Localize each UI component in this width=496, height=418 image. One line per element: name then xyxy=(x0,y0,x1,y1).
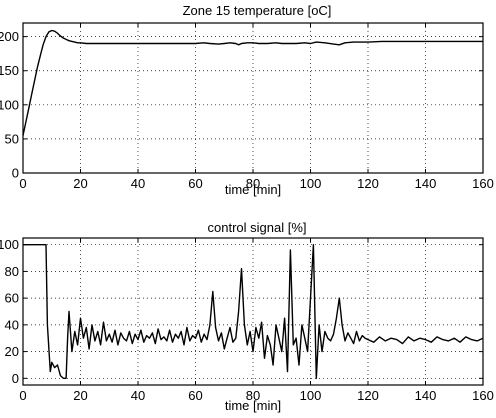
temperature-panel: Zone 15 temperature [oC] 0 20 40 60 80 100 120… xyxy=(0,3,494,197)
control-signal-chart-title: control signal [%] xyxy=(208,220,307,235)
temperature-grid xyxy=(23,23,483,174)
temperature-y-tick-label: 100 xyxy=(0,97,19,112)
control-signal-y-tick-label: 60 xyxy=(5,291,19,306)
temperature-series-line xyxy=(22,29,483,136)
control-signal-x-tick-label: 100 xyxy=(300,388,322,403)
temperature-ticks: 0 20 40 60 80 100 120 140 160 0 50 100 150 200 xyxy=(0,23,494,191)
control-signal-y-tick-label: 20 xyxy=(5,344,19,359)
control-signal-x-tick-label: 140 xyxy=(415,388,437,403)
control-signal-ticks: 0 20 40 60 80 100 120 140 160 0 20 40 60 80 100 xyxy=(0,237,494,403)
temperature-x-tick-label: 20 xyxy=(73,176,87,191)
control-signal-y-tick-label: 40 xyxy=(5,317,19,332)
control-signal-y-tick-label: 100 xyxy=(0,237,19,252)
control-signal-series-line xyxy=(23,243,484,379)
temperature-x-tick-label: 80 xyxy=(246,176,260,191)
control-signal-x-tick-label: 0 xyxy=(19,388,26,403)
temperature-y-tick-label: 0 xyxy=(12,166,19,181)
control-signal-grid xyxy=(23,238,483,385)
control-signal-x-tick-label: 40 xyxy=(131,388,145,403)
temperature-y-tick-label: 200 xyxy=(0,29,19,44)
control-signal-x-tick-label: 60 xyxy=(188,388,202,403)
temperature-x-tick-label: 100 xyxy=(300,176,322,191)
temperature-x-tick-label: 60 xyxy=(188,176,202,191)
temperature-y-tick-label: 150 xyxy=(0,63,19,78)
control-signal-y-tick-label: 80 xyxy=(5,264,19,279)
temperature-x-tick-label: 0 xyxy=(19,176,26,191)
control-signal-x-tick-label: 80 xyxy=(246,388,260,403)
control-signal-panel: control signal [%] 0 20 40 60 80 100 120 140 160… xyxy=(0,220,494,413)
temperature-x-tick-label: 140 xyxy=(415,176,437,191)
temperature-y-tick-label: 50 xyxy=(5,131,19,146)
temperature-chart-title: Zone 15 temperature [oC] xyxy=(183,3,332,18)
temperature-x-tick-label: 160 xyxy=(472,176,494,191)
temperature-x-tick-label: 40 xyxy=(131,176,145,191)
control-signal-x-axis-label: time [min] xyxy=(225,398,281,413)
temperature-plot-frame xyxy=(22,22,484,174)
control-signal-x-tick-label: 120 xyxy=(357,388,379,403)
control-signal-plot-frame xyxy=(22,237,484,386)
temperature-x-axis-label: time [min] xyxy=(225,182,281,197)
control-signal-x-tick-label: 20 xyxy=(73,388,87,403)
control-signal-y-tick-label: 0 xyxy=(12,371,19,386)
temperature-x-tick-label: 120 xyxy=(357,176,379,191)
control-signal-x-tick-label: 160 xyxy=(472,388,494,403)
